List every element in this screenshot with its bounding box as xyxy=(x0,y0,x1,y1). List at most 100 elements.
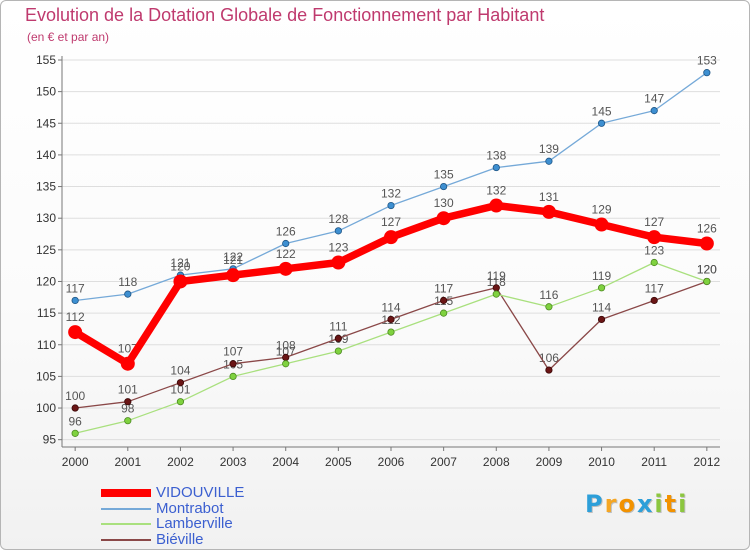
x-tick-label-2001: 2001 xyxy=(114,455,141,469)
x-tick-label-2005: 2005 xyxy=(325,455,352,469)
point-montrabot-2010 xyxy=(597,119,606,127)
logo-letter: o xyxy=(618,490,637,518)
y-tick-label-130: 130 xyxy=(36,211,56,225)
legend-label-vidouville: VIDOUVILLE xyxy=(156,484,245,501)
legend-swatch-vidouville xyxy=(101,489,151,497)
data-label-vidouville-2007: 130 xyxy=(434,196,454,210)
point-lamberville-2004 xyxy=(282,360,290,368)
y-tick-label-95: 95 xyxy=(43,433,57,447)
legend: VIDOUVILLE Montrabot Lamberville Biévill… xyxy=(101,484,301,548)
data-label-montrabot-2006: 132 xyxy=(381,187,401,201)
series-vidouville xyxy=(68,198,714,371)
point-bieville-2003 xyxy=(229,360,237,368)
y-tick-label-125: 125 xyxy=(36,243,56,257)
point-bieville-2010 xyxy=(597,315,606,324)
data-label-montrabot-2002: 121 xyxy=(170,256,190,270)
logo-letter: x xyxy=(636,490,655,518)
point-vidouville-2007 xyxy=(436,211,451,226)
data-label-bieville-2010: 114 xyxy=(592,300,611,314)
point-lamberville-2005 xyxy=(334,347,342,355)
data-label-montrabot-2000: 117 xyxy=(66,281,85,295)
chart-subtitle: (en € et par an) xyxy=(27,30,110,44)
data-label-montrabot-2011: 147 xyxy=(644,92,664,106)
data-label-vidouville-2000: 112 xyxy=(66,310,85,324)
point-vidouville-2008 xyxy=(489,198,504,213)
point-lamberville-2006 xyxy=(387,328,395,336)
logo-letter: P xyxy=(585,490,605,518)
data-label-montrabot-2012: 153 xyxy=(697,54,717,68)
y-tick-label-100: 100 xyxy=(36,401,56,415)
point-lamberville-2009 xyxy=(545,303,553,311)
point-bieville-2007 xyxy=(440,296,448,305)
data-label-lamberville-2000: 96 xyxy=(68,414,82,428)
data-label-vidouville-2008: 132 xyxy=(486,184,506,198)
x-tick-label-2002: 2002 xyxy=(167,455,194,469)
data-label-bieville-2000: 100 xyxy=(65,389,85,403)
legend-item-vidouville: VIDOUVILLE xyxy=(101,485,301,501)
logo-letter: i xyxy=(678,490,689,518)
logo-letter: i xyxy=(654,490,665,518)
point-bieville-2000 xyxy=(71,404,79,412)
point-bieville-2001 xyxy=(124,398,132,406)
point-vidouville-2012 xyxy=(699,236,714,251)
point-lamberville-2000 xyxy=(71,429,79,437)
point-bieville-2009 xyxy=(545,366,553,374)
point-montrabot-2005 xyxy=(334,227,342,235)
x-tick-label-2009: 2009 xyxy=(536,455,563,469)
data-label-bieville-2007: 117 xyxy=(434,281,453,295)
data-label-montrabot-2004: 126 xyxy=(276,225,296,239)
data-label-bieville-2002: 104 xyxy=(170,364,190,378)
legend-item-lamberville: Lamberville xyxy=(101,516,301,532)
point-lamberville-2011 xyxy=(650,258,658,267)
point-lamberville-2012 xyxy=(703,277,711,286)
point-bieville-2005 xyxy=(334,334,342,343)
data-label-lamberville-2009: 116 xyxy=(539,288,558,302)
point-bieville-2008 xyxy=(492,284,500,292)
y-tick-label-105: 105 xyxy=(36,369,56,383)
point-vidouville-2004 xyxy=(278,261,293,276)
data-label-vidouville-2009: 131 xyxy=(539,190,559,204)
point-vidouville-2003 xyxy=(226,268,241,283)
data-label-vidouville-2006: 127 xyxy=(381,215,401,229)
point-montrabot-2012 xyxy=(703,69,711,77)
legend-label-bieville: Biéville xyxy=(156,531,204,548)
legend-swatch-bieville xyxy=(101,539,151,541)
gridlines xyxy=(62,59,720,441)
point-montrabot-2011 xyxy=(650,107,658,115)
data-label-bieville-2012: 120 xyxy=(697,262,717,276)
point-vidouville-2001 xyxy=(120,356,135,371)
y-tick-label-110: 110 xyxy=(37,338,56,352)
data-label-montrabot-2003: 122 xyxy=(223,250,243,264)
point-lamberville-2010 xyxy=(597,284,606,292)
data-label-montrabot-2005: 128 xyxy=(328,212,348,226)
data-label-lamberville-2002: 101 xyxy=(170,383,190,397)
point-lamberville-2003 xyxy=(229,372,237,380)
point-lamberville-2002 xyxy=(176,398,185,406)
x-tick-label-2012: 2012 xyxy=(693,455,720,469)
x-tick-label-2010: 2010 xyxy=(588,455,615,469)
point-vidouville-2002 xyxy=(173,274,188,289)
data-label-montrabot-2009: 139 xyxy=(539,142,559,156)
data-label-vidouville-2004: 122 xyxy=(276,247,296,261)
point-lamberville-2007 xyxy=(440,309,448,317)
logo-letter: t xyxy=(664,490,679,518)
data-label-montrabot-2008: 138 xyxy=(486,149,506,163)
legend-item-bieville: Biéville xyxy=(101,532,301,548)
legend-label-montrabot: Montrabot xyxy=(156,500,224,517)
point-vidouville-2006 xyxy=(384,230,398,245)
data-label-montrabot-2001: 118 xyxy=(118,275,137,289)
data-label-vidouville-2002: 120 xyxy=(170,259,190,273)
data-label-bieville-2005: 111 xyxy=(329,319,348,333)
data-label-vidouville-2010: 129 xyxy=(592,203,612,217)
y-tick-label-120: 120 xyxy=(36,274,56,288)
data-label-lamberville-2011: 123 xyxy=(644,243,664,257)
series-bieville xyxy=(71,277,711,412)
data-label-lamberville-2012: 120 xyxy=(697,262,717,276)
data-label-bieville-2006: 114 xyxy=(381,300,400,314)
point-vidouville-2010 xyxy=(594,217,609,232)
data-label-montrabot-2007: 135 xyxy=(434,168,454,182)
point-vidouville-2011 xyxy=(647,230,662,245)
legend-item-montrabot: Montrabot xyxy=(101,501,301,517)
